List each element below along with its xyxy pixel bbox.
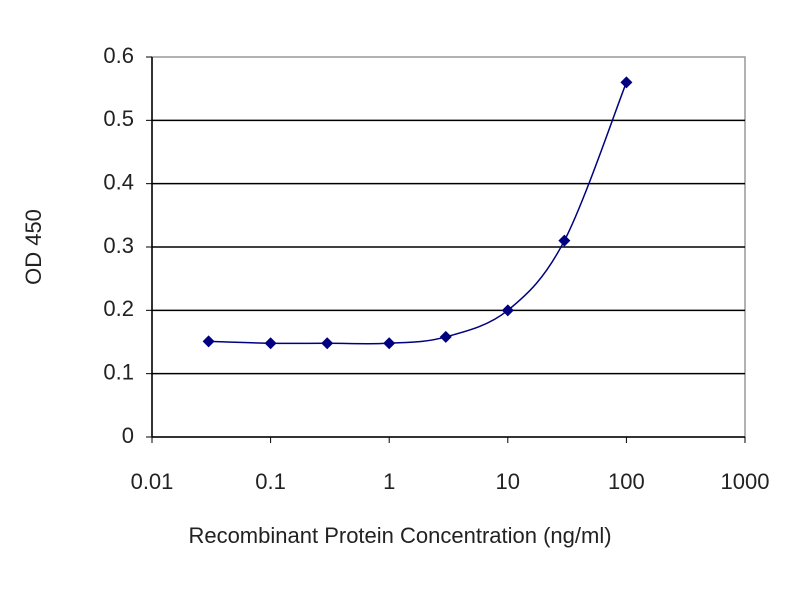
data-point bbox=[439, 330, 452, 343]
y-tick-label: 0.4 bbox=[103, 169, 134, 194]
data-point bbox=[321, 337, 334, 350]
data-point bbox=[558, 234, 571, 247]
y-tick-label: 0 bbox=[122, 423, 134, 448]
x-tick-label: 0.01 bbox=[131, 469, 174, 494]
x-tick-label: 1 bbox=[383, 469, 395, 494]
data-point bbox=[202, 335, 215, 348]
y-axis-label: OD 450 bbox=[21, 209, 46, 285]
x-tick-label: 100 bbox=[608, 469, 645, 494]
data-point bbox=[264, 337, 277, 350]
x-tick-label: 10 bbox=[496, 469, 520, 494]
data-point bbox=[383, 337, 396, 350]
x-tick-label: 0.1 bbox=[255, 469, 286, 494]
y-tick-label: 0.5 bbox=[103, 106, 134, 131]
y-tick-label: 0.6 bbox=[103, 43, 134, 68]
x-tick-label: 1000 bbox=[721, 469, 770, 494]
y-tick-label: 0.1 bbox=[103, 359, 134, 384]
y-tick-label: 0.2 bbox=[103, 296, 134, 321]
data-point bbox=[620, 76, 633, 89]
x-axis-label: Recombinant Protein Concentration (ng/ml… bbox=[188, 523, 611, 548]
y-tick-label: 0.3 bbox=[103, 233, 134, 258]
data-point bbox=[501, 304, 514, 317]
